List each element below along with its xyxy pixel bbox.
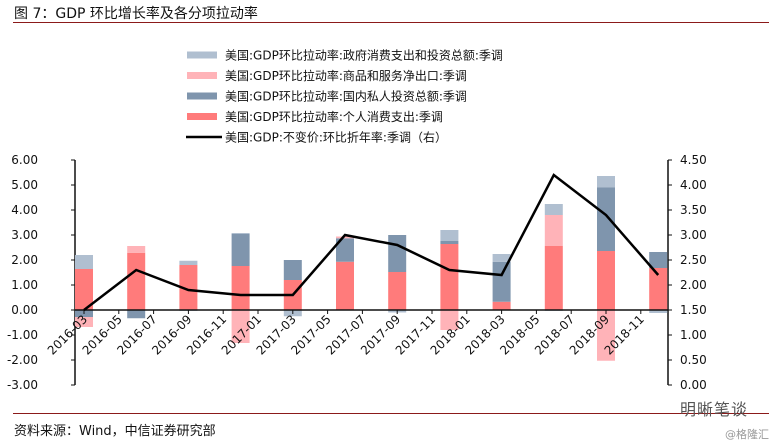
bar-segment [336,238,354,262]
bar-segment [544,204,563,215]
page-title: 图 7：GDP 环比增长率及各分项拉动率 [14,6,258,22]
watermark-sub: @格隆汇 [725,428,769,441]
legend-label: 美国:GDP:不变价:环比折年率:季调（右） [225,130,447,145]
legend-swatch [187,72,217,79]
bar-segment [231,266,250,310]
bar-segment [179,265,198,310]
left-tick-label: 5.00 [11,178,38,192]
bar-segment [283,260,302,280]
bar-segment [127,310,146,319]
left-tick-label: 3.00 [11,228,38,242]
right-tick-label: 0.00 [680,378,707,392]
bar-segment [388,235,407,272]
legend-swatch [187,51,217,59]
source-note: 资料来源：Wind，中信证券研究部 [14,424,216,439]
bar-segment [440,310,459,330]
bar-segment [544,215,563,246]
left-tick-label: 0.00 [11,303,38,317]
legend-label: 美国:GDP环比拉动率:个人消费支出:季调 [225,109,443,124]
bar-segment [649,310,668,313]
legend-label: 美国:GDP环比拉动率:政府消费支出和投资总额:季调 [225,48,503,63]
left-tick-label: 6.00 [11,153,38,167]
left-tick-label: -3.00 [7,378,38,392]
bar-segment [440,230,459,241]
watermark: 明晰笔谈 [680,400,749,419]
bar-segment [544,246,563,310]
right-tick-label: 2.00 [680,278,707,292]
legend-label: 美国:GDP环比拉动率:国内私人投资总额:季调 [225,89,467,104]
bar-segment [231,310,250,343]
left-tick-label: 1.00 [11,278,38,292]
bar-segment [127,246,146,253]
bar-segment [231,234,250,266]
bar-segment [440,244,459,310]
bar-segment [597,187,615,251]
title-divider [13,22,769,23]
bar-segment [597,176,615,188]
legend-swatch [187,92,217,100]
bar-segment [179,260,198,265]
bar-segment [492,301,511,310]
bar-segment [492,254,511,262]
bar-segment [75,255,93,269]
bar-segment [336,236,354,239]
right-tick-label: 3.50 [680,203,707,217]
right-tick-label: 3.00 [680,228,707,242]
gdp-growth-line [83,173,660,311]
left-tick-label: -2.00 [7,353,38,367]
right-tick-label: 1.50 [680,303,707,317]
right-tick-label: 2.50 [680,253,707,267]
left-tick-label: 4.00 [11,203,38,217]
legend-label: 美国:GDP环比拉动率:商品和服务净出口:季调 [225,68,467,83]
left-tick-label: 2.00 [11,253,38,267]
right-tick-label: 4.00 [680,178,707,192]
bar-segment [388,272,407,310]
footer-divider [13,413,769,414]
bar-segment [75,269,93,310]
bar-segment [75,317,93,327]
right-tick-label: 0.50 [680,353,707,367]
bar-segment [597,310,615,361]
bar-segment [649,268,668,310]
left-tick-label: -1.00 [7,328,38,342]
bar-segment [336,261,354,310]
bar-segment [231,233,250,234]
bar-segment [597,251,615,310]
legend-swatch [187,113,217,120]
bar-segment [440,241,459,244]
right-tick-label: 4.50 [680,153,707,167]
bar-segment [492,261,511,302]
bar-segment [127,252,146,310]
right-tick-label: 1.00 [680,328,707,342]
bar-segment [649,252,668,268]
